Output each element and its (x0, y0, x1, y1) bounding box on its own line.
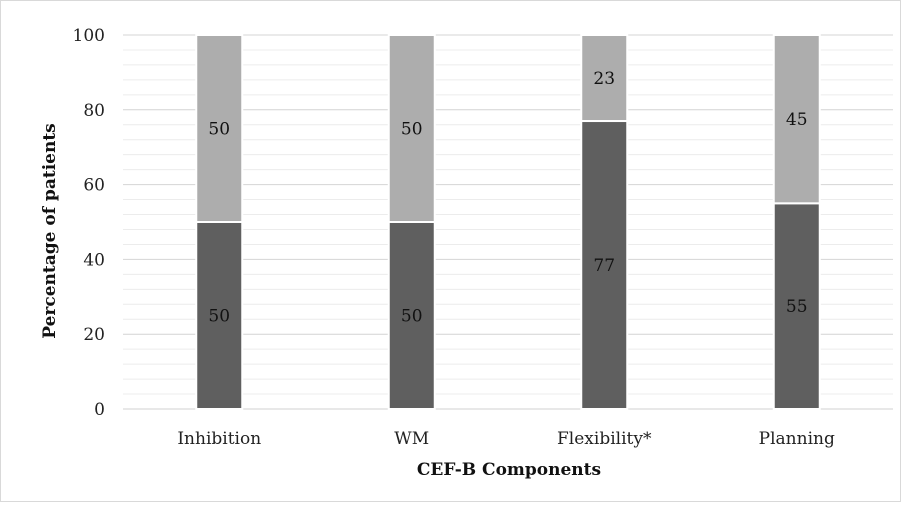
y-axis-title: Percentage of patients (40, 123, 60, 339)
bar-segment (580, 34, 629, 123)
data-label: 77 (593, 256, 615, 276)
x-axis-title: CEF-B Components (417, 460, 601, 480)
data-label: 50 (208, 307, 230, 327)
data-label: 50 (208, 120, 230, 140)
data-label: 45 (786, 110, 808, 130)
bar-segment (580, 120, 629, 411)
x-category-label: Inhibition (177, 429, 261, 449)
data-label: 23 (593, 69, 615, 89)
y-tick-label: 0 (94, 400, 105, 420)
x-axis-categories: Inhibition WM Flexibility* Planning (177, 429, 835, 449)
y-tick-label: 80 (83, 101, 105, 121)
y-tick-label: 20 (83, 325, 105, 345)
bars: 50 50 50 50 77 23 55 45 (195, 34, 821, 411)
y-tick-label: 100 (73, 26, 105, 46)
grid-lines (123, 34, 893, 395)
bar-segment (772, 34, 821, 205)
bar-segment (387, 34, 436, 223)
data-label: 50 (401, 120, 423, 140)
data-label: 55 (786, 297, 808, 317)
bar-segment (195, 34, 244, 223)
x-category-label: WM (394, 429, 429, 449)
y-tick-label: 40 (83, 250, 105, 270)
bar-segment (195, 221, 244, 410)
bar-segment (772, 202, 821, 410)
y-axis-ticks: 0 20 40 60 80 100 (73, 26, 105, 420)
data-label: 50 (401, 307, 423, 327)
x-category-label: Flexibility* (557, 429, 652, 449)
bar-segment (387, 221, 436, 410)
x-category-label: Planning (759, 429, 835, 449)
y-tick-label: 60 (83, 176, 105, 196)
